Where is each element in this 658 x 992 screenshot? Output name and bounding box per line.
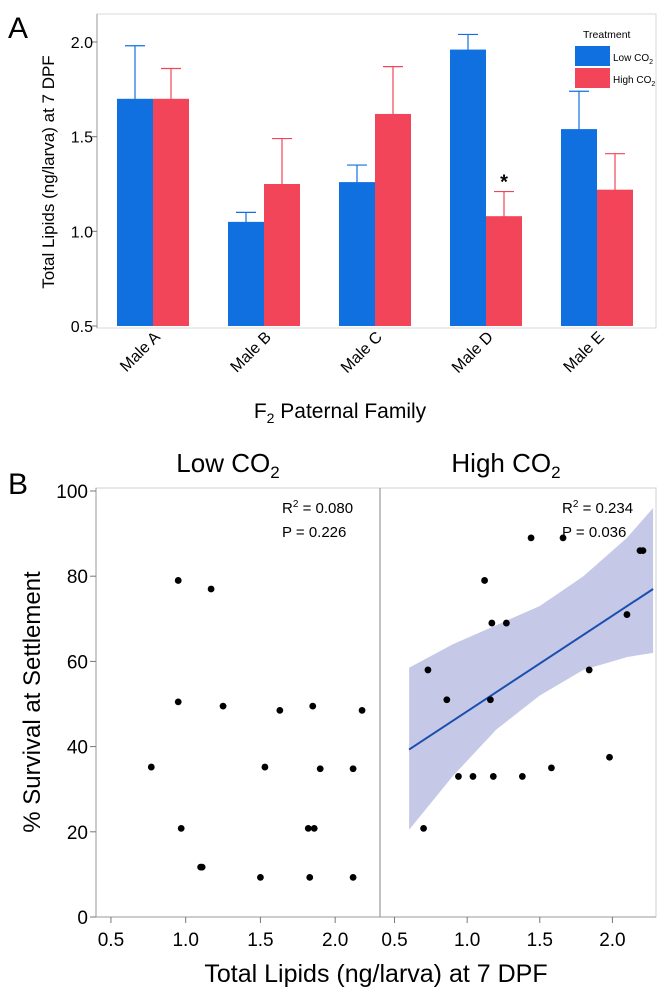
data-point bbox=[257, 873, 264, 881]
data-point bbox=[420, 824, 427, 832]
panel-a-y-axis-label: Total Lipids (ng/larva) at 7 DPF bbox=[39, 55, 58, 288]
right-p-value: P = 0.036 bbox=[562, 524, 626, 541]
data-point bbox=[177, 824, 185, 832]
data-point bbox=[518, 773, 526, 780]
data-point bbox=[304, 824, 312, 832]
panel-a-axes: 0.5 1.0 1.5 2.0 bbox=[71, 14, 98, 336]
data-point bbox=[207, 585, 215, 593]
category-label: Male A bbox=[117, 329, 164, 376]
x-tick-label: 0.5 bbox=[381, 930, 407, 951]
legend: Treatment Low CO2 High CO2 bbox=[575, 29, 655, 88]
x-tick-label: 1.0 bbox=[172, 930, 198, 951]
panel-a-error-bars bbox=[125, 33, 625, 238]
data-point bbox=[174, 577, 182, 584]
panel-b-label: B bbox=[8, 468, 28, 501]
data-point bbox=[548, 764, 555, 772]
high-co2-points bbox=[420, 534, 647, 832]
y-tick-label: 1.5 bbox=[71, 130, 93, 147]
panel-b-left-title: Low CO2 bbox=[176, 448, 279, 482]
bar-low-co2 bbox=[450, 49, 486, 326]
data-point bbox=[147, 763, 155, 771]
data-point bbox=[310, 824, 318, 832]
data-point bbox=[455, 773, 462, 780]
y-tick-label: 40 bbox=[67, 738, 88, 759]
data-point bbox=[469, 773, 477, 780]
data-point bbox=[585, 666, 593, 674]
x-label-rest: Paternal Family bbox=[274, 400, 426, 423]
data-point bbox=[276, 706, 284, 714]
regression-line bbox=[408, 588, 654, 751]
data-point bbox=[174, 698, 182, 706]
y-tick-label: 0.5 bbox=[71, 319, 93, 336]
panel-a: A 0.51.01.52.0 * Male A Male B Male C Male … bbox=[8, 12, 657, 426]
panel-a-label: A bbox=[8, 12, 28, 45]
x-tick-label: 1.5 bbox=[527, 930, 553, 951]
data-point bbox=[481, 577, 488, 584]
data-point bbox=[219, 702, 227, 710]
x-tick-label: 1.5 bbox=[247, 930, 273, 951]
low-co2-points bbox=[147, 577, 366, 881]
panel-b-y-axis-label: % Survival at Settlement bbox=[19, 571, 46, 833]
panel-a-bars bbox=[117, 49, 633, 327]
panel-b-axes: 0 20 40 60 80 100 0.5 1.0 1.5 2.0 0.5 1.0 1.5 2.0 bbox=[56, 482, 656, 951]
category-label: Male E bbox=[561, 329, 608, 376]
data-point bbox=[527, 534, 535, 542]
data-point bbox=[606, 753, 613, 761]
category-label: Male D bbox=[449, 329, 497, 377]
data-point bbox=[488, 619, 496, 627]
category-label: Male B bbox=[228, 329, 275, 376]
bar-high-co2 bbox=[153, 98, 189, 326]
data-point bbox=[489, 773, 497, 780]
panel-b: B Low CO2 High CO2 0 20 40 60 80 100 0.5 1.0 1.5… bbox=[8, 448, 657, 988]
bar-low-co2 bbox=[339, 182, 375, 326]
legend-label-high: High CO2 bbox=[613, 75, 655, 88]
right-r2: R2 = 0.234 bbox=[562, 499, 633, 517]
left-p-value: P = 0.226 bbox=[282, 524, 346, 541]
panel-b-x-axis-label: Total Lipids (ng/larva) at 7 DPF bbox=[204, 960, 547, 988]
fit-line bbox=[408, 588, 654, 751]
y-tick-label: 20 bbox=[67, 823, 88, 844]
x-tick-label: 2.0 bbox=[322, 930, 348, 951]
legend-swatch-high bbox=[575, 68, 610, 88]
y-tick-label: 2.0 bbox=[71, 35, 93, 52]
x-tick-label: 0.5 bbox=[98, 930, 124, 951]
data-point bbox=[198, 863, 206, 871]
y-tick-label: 60 bbox=[67, 652, 88, 673]
data-point bbox=[349, 765, 357, 773]
y-tick-label: 100 bbox=[56, 482, 88, 503]
data-point bbox=[306, 873, 314, 881]
data-point bbox=[424, 666, 432, 674]
data-point bbox=[309, 702, 317, 710]
x-label-f: F bbox=[254, 400, 267, 423]
data-point bbox=[443, 696, 451, 704]
data-point bbox=[316, 765, 324, 773]
data-point bbox=[559, 534, 567, 542]
left-r2: R2 = 0.080 bbox=[282, 499, 353, 517]
y-tick-label: 80 bbox=[67, 567, 88, 588]
legend-label-low: Low CO2 bbox=[613, 53, 653, 66]
panel-b-right-title: High CO2 bbox=[451, 448, 560, 482]
bar-low-co2 bbox=[228, 221, 264, 326]
significance-marker: * bbox=[500, 172, 508, 194]
data-point bbox=[261, 763, 269, 771]
panel-a-x-axis-label: F2 Paternal Family bbox=[254, 400, 427, 426]
data-point bbox=[639, 547, 647, 555]
data-point bbox=[502, 619, 510, 627]
panel-a-category-labels: Male A Male B Male C Male D Male E bbox=[117, 329, 608, 377]
y-tick-label: 1.0 bbox=[71, 224, 93, 241]
data-point bbox=[487, 696, 494, 704]
category-label: Male C bbox=[338, 329, 386, 377]
data-point bbox=[623, 611, 631, 618]
data-point bbox=[358, 706, 366, 714]
x-tick-label: 2.0 bbox=[599, 930, 625, 951]
x-tick-label: 1.0 bbox=[454, 930, 480, 951]
data-point bbox=[349, 873, 357, 881]
legend-title: Treatment bbox=[583, 29, 631, 41]
x-label-subscript: 2 bbox=[267, 410, 275, 426]
legend-swatch-low bbox=[575, 46, 610, 66]
y-tick-label: 0 bbox=[77, 908, 88, 929]
